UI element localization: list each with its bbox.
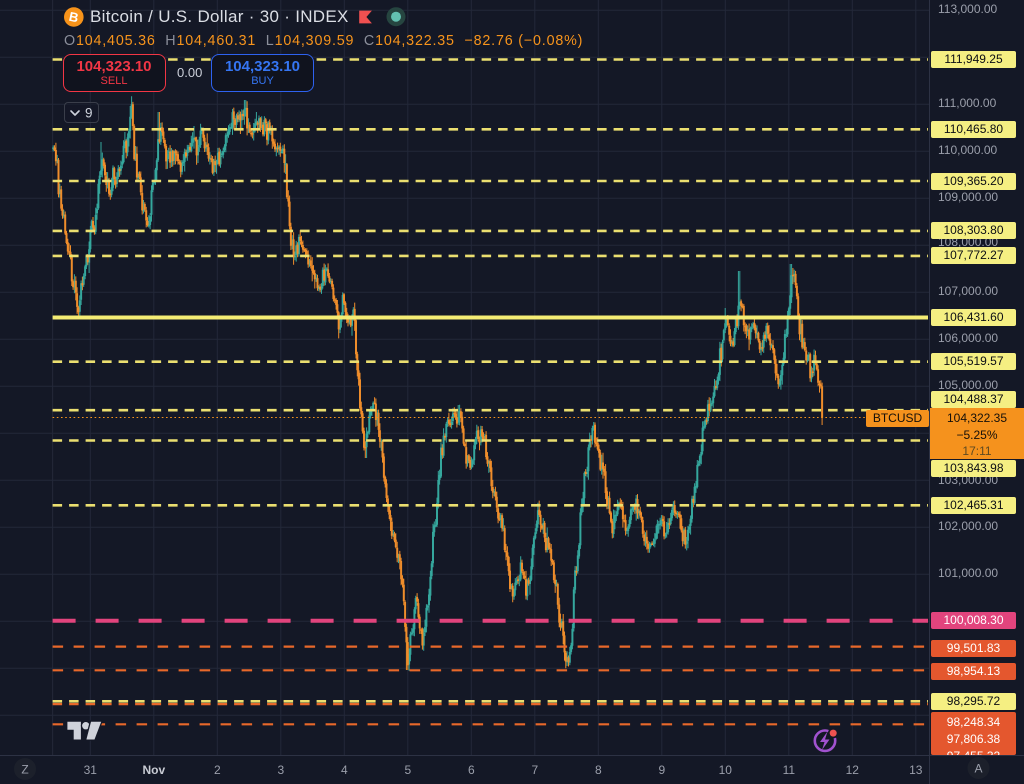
svg-text:9: 9: [85, 105, 93, 120]
